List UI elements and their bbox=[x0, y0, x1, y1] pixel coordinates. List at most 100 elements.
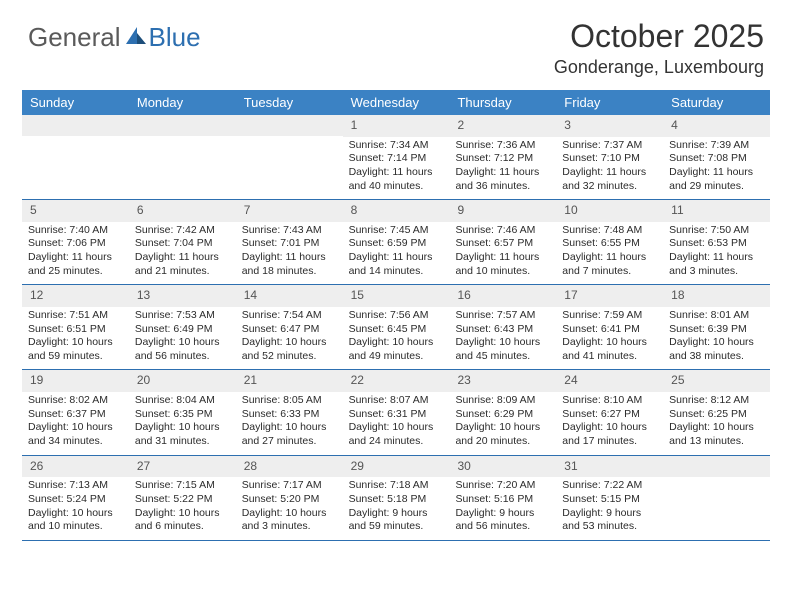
sunrise-text: Sunrise: 8:02 AM bbox=[28, 394, 123, 408]
dow-friday: Friday bbox=[556, 90, 663, 115]
day-cell: 18Sunrise: 8:01 AMSunset: 6:39 PMDayligh… bbox=[663, 285, 770, 369]
day-number bbox=[663, 456, 770, 477]
daylight-text: Daylight: 10 hours and 31 minutes. bbox=[135, 421, 230, 448]
day-cell: 6Sunrise: 7:42 AMSunset: 7:04 PMDaylight… bbox=[129, 200, 236, 284]
day-body: Sunrise: 8:05 AMSunset: 6:33 PMDaylight:… bbox=[236, 392, 343, 455]
sunrise-text: Sunrise: 7:59 AM bbox=[562, 309, 657, 323]
day-cell: 31Sunrise: 7:22 AMSunset: 5:15 PMDayligh… bbox=[556, 456, 663, 540]
daylight-text: Daylight: 10 hours and 41 minutes. bbox=[562, 336, 657, 363]
sunset-text: Sunset: 6:33 PM bbox=[242, 408, 337, 422]
day-body: Sunrise: 7:53 AMSunset: 6:49 PMDaylight:… bbox=[129, 307, 236, 370]
day-number: 10 bbox=[556, 200, 663, 222]
sunset-text: Sunset: 6:37 PM bbox=[28, 408, 123, 422]
day-cell: 27Sunrise: 7:15 AMSunset: 5:22 PMDayligh… bbox=[129, 456, 236, 540]
sunset-text: Sunset: 7:12 PM bbox=[455, 152, 550, 166]
sunset-text: Sunset: 5:18 PM bbox=[349, 493, 444, 507]
sunrise-text: Sunrise: 7:43 AM bbox=[242, 224, 337, 238]
day-body: Sunrise: 8:02 AMSunset: 6:37 PMDaylight:… bbox=[22, 392, 129, 455]
day-cell bbox=[22, 115, 129, 199]
day-number: 13 bbox=[129, 285, 236, 307]
week-row: 5Sunrise: 7:40 AMSunset: 7:06 PMDaylight… bbox=[22, 200, 770, 285]
day-number: 11 bbox=[663, 200, 770, 222]
day-number: 5 bbox=[22, 200, 129, 222]
day-cell: 2Sunrise: 7:36 AMSunset: 7:12 PMDaylight… bbox=[449, 115, 556, 199]
daylight-text: Daylight: 10 hours and 27 minutes. bbox=[242, 421, 337, 448]
sunset-text: Sunset: 6:59 PM bbox=[349, 237, 444, 251]
daylight-text: Daylight: 11 hours and 10 minutes. bbox=[455, 251, 550, 278]
sunset-text: Sunset: 7:14 PM bbox=[349, 152, 444, 166]
dow-wednesday: Wednesday bbox=[343, 90, 450, 115]
day-cell: 15Sunrise: 7:56 AMSunset: 6:45 PMDayligh… bbox=[343, 285, 450, 369]
day-body: Sunrise: 7:54 AMSunset: 6:47 PMDaylight:… bbox=[236, 307, 343, 370]
day-number: 31 bbox=[556, 456, 663, 478]
sunrise-text: Sunrise: 7:54 AM bbox=[242, 309, 337, 323]
day-number: 7 bbox=[236, 200, 343, 222]
daylight-text: Daylight: 11 hours and 36 minutes. bbox=[455, 166, 550, 193]
sunset-text: Sunset: 6:55 PM bbox=[562, 237, 657, 251]
daylight-text: Daylight: 10 hours and 59 minutes. bbox=[28, 336, 123, 363]
day-body: Sunrise: 8:07 AMSunset: 6:31 PMDaylight:… bbox=[343, 392, 450, 455]
daylight-text: Daylight: 11 hours and 40 minutes. bbox=[349, 166, 444, 193]
day-number bbox=[236, 115, 343, 136]
sunset-text: Sunset: 6:39 PM bbox=[669, 323, 764, 337]
week-row: 1Sunrise: 7:34 AMSunset: 7:14 PMDaylight… bbox=[22, 115, 770, 200]
sunset-text: Sunset: 7:06 PM bbox=[28, 237, 123, 251]
day-number bbox=[22, 115, 129, 136]
logo-text-general: General bbox=[28, 22, 121, 53]
day-cell: 21Sunrise: 8:05 AMSunset: 6:33 PMDayligh… bbox=[236, 370, 343, 454]
day-cell: 23Sunrise: 8:09 AMSunset: 6:29 PMDayligh… bbox=[449, 370, 556, 454]
sunrise-text: Sunrise: 7:57 AM bbox=[455, 309, 550, 323]
title-block: October 2025 Gonderange, Luxembourg bbox=[554, 18, 764, 78]
day-body: Sunrise: 7:51 AMSunset: 6:51 PMDaylight:… bbox=[22, 307, 129, 370]
day-number: 26 bbox=[22, 456, 129, 478]
sunset-text: Sunset: 5:24 PM bbox=[28, 493, 123, 507]
daylight-text: Daylight: 11 hours and 14 minutes. bbox=[349, 251, 444, 278]
day-number: 18 bbox=[663, 285, 770, 307]
sunset-text: Sunset: 6:53 PM bbox=[669, 237, 764, 251]
month-title: October 2025 bbox=[554, 18, 764, 55]
day-cell: 17Sunrise: 7:59 AMSunset: 6:41 PMDayligh… bbox=[556, 285, 663, 369]
page-header: General Blue October 2025 Gonderange, Lu… bbox=[0, 0, 792, 78]
day-number: 15 bbox=[343, 285, 450, 307]
sunrise-text: Sunrise: 8:12 AM bbox=[669, 394, 764, 408]
day-body: Sunrise: 7:45 AMSunset: 6:59 PMDaylight:… bbox=[343, 222, 450, 285]
logo-text-blue: Blue bbox=[149, 22, 201, 53]
sunset-text: Sunset: 6:49 PM bbox=[135, 323, 230, 337]
day-number: 21 bbox=[236, 370, 343, 392]
sunset-text: Sunset: 6:31 PM bbox=[349, 408, 444, 422]
sunset-text: Sunset: 6:51 PM bbox=[28, 323, 123, 337]
sunset-text: Sunset: 7:08 PM bbox=[669, 152, 764, 166]
sunset-text: Sunset: 6:47 PM bbox=[242, 323, 337, 337]
sunrise-text: Sunrise: 7:15 AM bbox=[135, 479, 230, 493]
daylight-text: Daylight: 10 hours and 17 minutes. bbox=[562, 421, 657, 448]
day-number: 22 bbox=[343, 370, 450, 392]
day-cell: 8Sunrise: 7:45 AMSunset: 6:59 PMDaylight… bbox=[343, 200, 450, 284]
day-body: Sunrise: 7:46 AMSunset: 6:57 PMDaylight:… bbox=[449, 222, 556, 285]
day-cell: 19Sunrise: 8:02 AMSunset: 6:37 PMDayligh… bbox=[22, 370, 129, 454]
daylight-text: Daylight: 10 hours and 20 minutes. bbox=[455, 421, 550, 448]
day-number: 29 bbox=[343, 456, 450, 478]
day-body: Sunrise: 7:36 AMSunset: 7:12 PMDaylight:… bbox=[449, 137, 556, 200]
dow-monday: Monday bbox=[129, 90, 236, 115]
sunrise-text: Sunrise: 8:09 AM bbox=[455, 394, 550, 408]
day-number: 2 bbox=[449, 115, 556, 137]
day-number: 14 bbox=[236, 285, 343, 307]
day-body: Sunrise: 7:39 AMSunset: 7:08 PMDaylight:… bbox=[663, 137, 770, 200]
day-number: 6 bbox=[129, 200, 236, 222]
sunrise-text: Sunrise: 7:51 AM bbox=[28, 309, 123, 323]
sunrise-text: Sunrise: 7:34 AM bbox=[349, 139, 444, 153]
day-cell: 7Sunrise: 7:43 AMSunset: 7:01 PMDaylight… bbox=[236, 200, 343, 284]
day-cell: 5Sunrise: 7:40 AMSunset: 7:06 PMDaylight… bbox=[22, 200, 129, 284]
daylight-text: Daylight: 10 hours and 10 minutes. bbox=[28, 507, 123, 534]
sunrise-text: Sunrise: 8:01 AM bbox=[669, 309, 764, 323]
sunrise-text: Sunrise: 7:50 AM bbox=[669, 224, 764, 238]
day-body: Sunrise: 8:01 AMSunset: 6:39 PMDaylight:… bbox=[663, 307, 770, 370]
day-number: 17 bbox=[556, 285, 663, 307]
day-cell bbox=[663, 456, 770, 540]
day-number bbox=[129, 115, 236, 136]
sunrise-text: Sunrise: 8:07 AM bbox=[349, 394, 444, 408]
calendar: Sunday Monday Tuesday Wednesday Thursday… bbox=[22, 90, 770, 541]
week-row: 12Sunrise: 7:51 AMSunset: 6:51 PMDayligh… bbox=[22, 285, 770, 370]
day-cell: 13Sunrise: 7:53 AMSunset: 6:49 PMDayligh… bbox=[129, 285, 236, 369]
dow-tuesday: Tuesday bbox=[236, 90, 343, 115]
